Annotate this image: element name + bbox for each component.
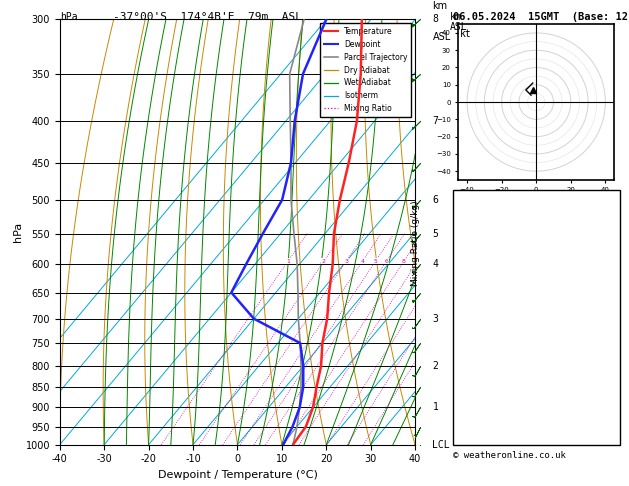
- Text: kt: kt: [460, 30, 472, 39]
- Text: 21: 21: [603, 406, 615, 415]
- Text: Temp (°C): Temp (°C): [458, 240, 509, 249]
- Text: 4: 4: [360, 259, 364, 264]
- Text: e(K): e(K): [469, 263, 493, 272]
- Text: 5: 5: [433, 228, 438, 239]
- Text: 6: 6: [433, 195, 438, 205]
- Text: Most Unstable: Most Unstable: [499, 311, 574, 320]
- X-axis label: Dewpoint / Temperature (°C): Dewpoint / Temperature (°C): [157, 470, 318, 480]
- Text: 06.05.2024  15GMT  (Base: 12): 06.05.2024 15GMT (Base: 12): [453, 12, 629, 22]
- Text: 2: 2: [322, 259, 326, 264]
- Text: Surface: Surface: [516, 228, 556, 237]
- Text: 46: 46: [603, 204, 615, 213]
- Text: 6: 6: [384, 259, 388, 264]
- Text: Lifted Index: Lifted Index: [458, 347, 527, 355]
- Text: 0: 0: [609, 287, 615, 296]
- Text: km: km: [433, 1, 448, 11]
- Text: ASL: ASL: [450, 22, 467, 32]
- Text: Totals Totals: Totals Totals: [458, 204, 533, 213]
- Text: LCL: LCL: [433, 440, 450, 450]
- Text: 3: 3: [344, 259, 348, 264]
- Text: Pressure (mb): Pressure (mb): [458, 323, 533, 332]
- Y-axis label: hPa: hPa: [13, 222, 23, 242]
- Legend: Temperature, Dewpoint, Parcel Trajectory, Dry Adiabat, Wet Adiabat, Isotherm, Mi: Temperature, Dewpoint, Parcel Trajectory…: [320, 23, 411, 117]
- Text: CIN (J): CIN (J): [458, 370, 498, 379]
- Text: SREH: SREH: [458, 406, 481, 415]
- Text: StmDir: StmDir: [458, 417, 493, 427]
- Text: Mixing Ratio (g/kg): Mixing Ratio (g/kg): [411, 200, 420, 286]
- Text: 800: 800: [598, 323, 615, 332]
- Text: 3: 3: [433, 313, 438, 324]
- Text: hPa: hPa: [60, 12, 77, 22]
- Text: © weatheronline.co.uk: © weatheronline.co.uk: [453, 451, 565, 460]
- Text: 0: 0: [609, 358, 615, 367]
- Text: CIN (J): CIN (J): [458, 299, 498, 308]
- Text: 8: 8: [402, 259, 406, 264]
- Text: Dewp (°C): Dewp (°C): [458, 251, 509, 260]
- Text: 4: 4: [433, 259, 438, 269]
- Text: CAPE (J): CAPE (J): [458, 358, 504, 367]
- Text: θ: θ: [458, 334, 464, 344]
- Text: 309°: 309°: [591, 417, 615, 427]
- Text: 10.3: 10.3: [591, 251, 615, 260]
- Text: ASL: ASL: [433, 32, 451, 42]
- Text: 1: 1: [286, 259, 290, 264]
- Text: StmSpd (kt): StmSpd (kt): [458, 430, 521, 438]
- Text: 1.91: 1.91: [591, 216, 615, 225]
- Text: 307: 307: [598, 334, 615, 344]
- Text: 8: 8: [433, 15, 438, 24]
- Text: 29: 29: [603, 394, 615, 403]
- Text: 1: 1: [433, 402, 438, 413]
- Text: 8: 8: [609, 430, 615, 438]
- Text: PW (cm): PW (cm): [458, 216, 498, 225]
- Text: 5: 5: [609, 275, 615, 284]
- Text: e (K): e (K): [469, 334, 498, 344]
- Text: K: K: [458, 192, 464, 201]
- Text: 12.5: 12.5: [591, 240, 615, 249]
- Text: θ: θ: [458, 263, 464, 273]
- Text: 2: 2: [433, 361, 438, 371]
- Text: 306: 306: [598, 263, 615, 272]
- Text: -37°00'S  174°4B'E  79m  ASL: -37°00'S 174°4B'E 79m ASL: [113, 12, 302, 22]
- Text: CAPE (J): CAPE (J): [458, 287, 504, 296]
- Text: 24: 24: [603, 192, 615, 201]
- Text: Hodograph: Hodograph: [510, 382, 562, 391]
- Text: 7: 7: [433, 116, 438, 126]
- Text: km: km: [450, 12, 462, 22]
- Text: EH: EH: [458, 394, 469, 403]
- Text: 4: 4: [609, 347, 615, 355]
- Text: 0: 0: [609, 370, 615, 379]
- Text: 0: 0: [609, 299, 615, 308]
- Text: Lifted Index: Lifted Index: [458, 275, 527, 284]
- Text: 5: 5: [374, 259, 377, 264]
